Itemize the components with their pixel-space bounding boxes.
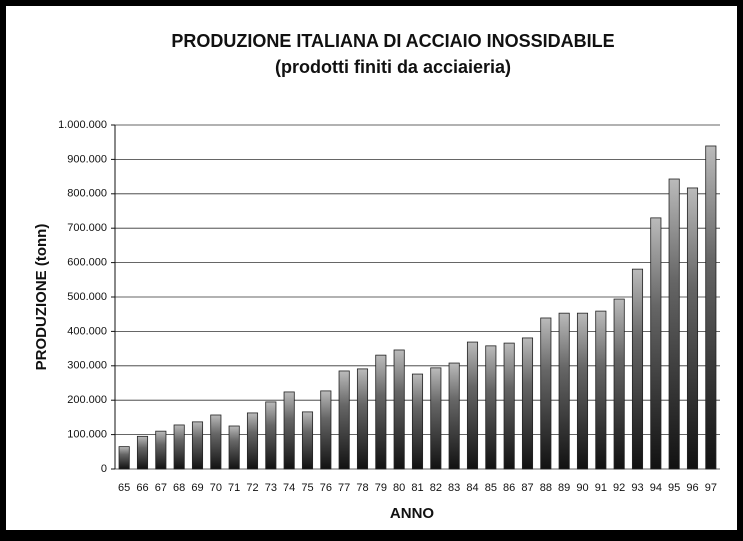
x-tick-label: 86 <box>503 482 515 494</box>
bar <box>283 391 295 470</box>
x-tick-label: 79 <box>375 482 387 494</box>
bar <box>338 370 350 470</box>
x-tick-label: 77 <box>338 482 350 494</box>
chart-subtitle: (prodotti finiti da acciaieria) <box>275 57 511 77</box>
x-tick-label: 67 <box>155 482 167 494</box>
x-tick-label: 82 <box>430 482 442 494</box>
bar <box>650 217 662 470</box>
bar <box>136 435 149 470</box>
bar <box>705 145 717 470</box>
x-tick-label: 65 <box>118 482 130 494</box>
x-tick-label: 95 <box>668 482 680 494</box>
bar <box>613 298 625 470</box>
bar <box>631 268 644 470</box>
chart-title: PRODUZIONE ITALIANA DI ACCIAIO INOSSIDAB… <box>171 31 614 51</box>
x-tick-label: 97 <box>705 482 717 494</box>
x-tick-label: 90 <box>576 482 588 494</box>
x-tick-label: 81 <box>411 482 423 494</box>
x-axis-label: ANNO <box>390 505 434 522</box>
bar <box>540 317 552 470</box>
bar <box>503 342 515 470</box>
y-tick-label: 500.000 <box>67 291 107 303</box>
x-tick-label: 92 <box>613 482 625 494</box>
y-axis-label: PRODUZIONE (tonn) <box>33 224 50 371</box>
x-tick-label: 89 <box>558 482 570 494</box>
bar <box>356 368 369 470</box>
x-tick-label: 84 <box>466 482 478 494</box>
bar <box>521 337 534 470</box>
bar <box>485 345 497 470</box>
y-tick-label: 800.000 <box>67 188 107 200</box>
bar <box>210 414 222 470</box>
y-tick-label: 100.000 <box>67 429 107 441</box>
bar <box>155 430 167 470</box>
x-tick-label: 75 <box>301 482 313 494</box>
x-tick-label: 78 <box>356 482 368 494</box>
bar <box>191 421 204 470</box>
y-tick-label: 200.000 <box>67 394 107 406</box>
x-tick-label: 96 <box>686 482 698 494</box>
bar <box>173 424 185 470</box>
x-tick-label: 83 <box>448 482 460 494</box>
x-tick-label: 70 <box>210 482 222 494</box>
y-tick-label: 700.000 <box>67 222 107 234</box>
y-tick-label: 300.000 <box>67 360 107 372</box>
x-tick-label: 68 <box>173 482 185 494</box>
bar <box>595 310 607 470</box>
bar <box>320 390 332 470</box>
bar <box>558 312 570 470</box>
bar <box>393 349 405 470</box>
x-tick-label: 91 <box>595 482 607 494</box>
x-tick-label: 72 <box>246 482 258 494</box>
bar <box>301 411 314 470</box>
x-tick-label: 69 <box>191 482 203 494</box>
bar <box>576 312 589 470</box>
bar <box>118 446 130 470</box>
bar <box>668 178 680 470</box>
bar <box>411 373 424 470</box>
x-tick-label: 94 <box>650 482 662 494</box>
bar <box>228 425 240 470</box>
bar <box>265 401 277 470</box>
x-tick-label: 76 <box>320 482 332 494</box>
y-tick-label: 1.000.000 <box>58 119 107 131</box>
paper <box>6 6 737 530</box>
bar <box>246 412 259 470</box>
y-tick-label: 600.000 <box>67 257 107 269</box>
x-tick-label: 93 <box>631 482 643 494</box>
y-tick-label: 900.000 <box>67 153 107 165</box>
x-tick-label: 66 <box>136 482 148 494</box>
x-tick-label: 87 <box>521 482 533 494</box>
bar <box>466 341 479 470</box>
x-tick-label: 71 <box>228 482 240 494</box>
y-tick-label: 400.000 <box>67 325 107 337</box>
bar <box>430 367 442 470</box>
bar <box>375 354 387 470</box>
x-tick-label: 74 <box>283 482 295 494</box>
y-tick-label: 0 <box>101 463 107 475</box>
x-tick-label: 88 <box>540 482 552 494</box>
x-tick-label: 73 <box>265 482 277 494</box>
x-tick-label: 85 <box>485 482 497 494</box>
bar <box>448 362 460 470</box>
bar <box>686 187 699 470</box>
x-tick-label: 80 <box>393 482 405 494</box>
